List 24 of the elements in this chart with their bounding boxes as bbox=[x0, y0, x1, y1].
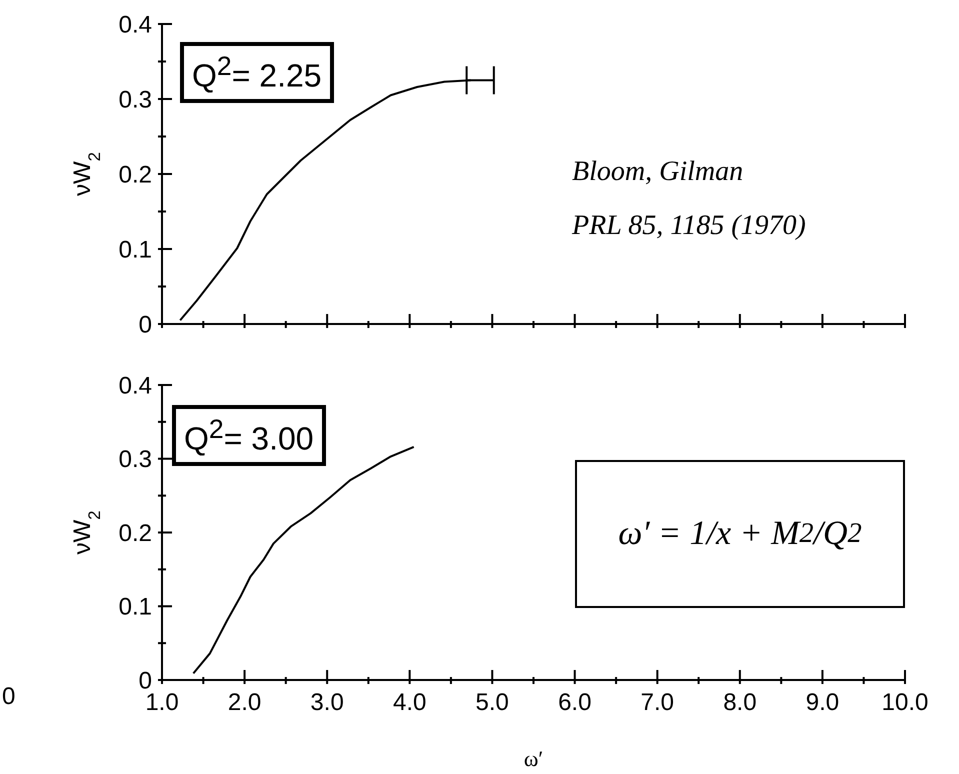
x-tick-label: 2.0 bbox=[228, 689, 262, 716]
y-tick-label: 0.1 bbox=[118, 236, 152, 264]
y-tick-label: 0.1 bbox=[118, 594, 152, 621]
y-tick-label: 0 bbox=[138, 311, 152, 338]
annotation: Bloom, Gilman bbox=[572, 156, 744, 188]
x-tick-label: 10.0 bbox=[882, 689, 928, 716]
x-tick-label: 8.0 bbox=[723, 689, 757, 716]
x-tick-label: 9.0 bbox=[806, 689, 840, 716]
x-tick-label: 5.0 bbox=[476, 689, 509, 716]
x-tick-label: 4.0 bbox=[392, 689, 426, 716]
x-tick-label: 7.0 bbox=[640, 689, 674, 716]
annotation: PRL 85, 1185 (1970) bbox=[572, 210, 806, 242]
y-tick-label: 0.4 bbox=[118, 11, 152, 38]
text: 0 bbox=[2, 683, 16, 711]
x-axis-title: ω′ bbox=[524, 746, 544, 771]
y-tick-label: 0.2 bbox=[118, 520, 152, 547]
y-tick-label: 0.4 bbox=[118, 372, 152, 400]
y-tick-label: 0.2 bbox=[118, 161, 152, 188]
x-tick-label: 6.0 bbox=[558, 689, 592, 716]
y-tick-label: 0.3 bbox=[118, 446, 152, 474]
annotation: Q$^{2}$= 3.00 bbox=[172, 405, 326, 466]
annotation: Q$^{2}$= 2.25 bbox=[180, 42, 334, 104]
x-tick-label: 3.0 bbox=[310, 689, 344, 716]
y-tick-label: 0.3 bbox=[118, 86, 152, 114]
